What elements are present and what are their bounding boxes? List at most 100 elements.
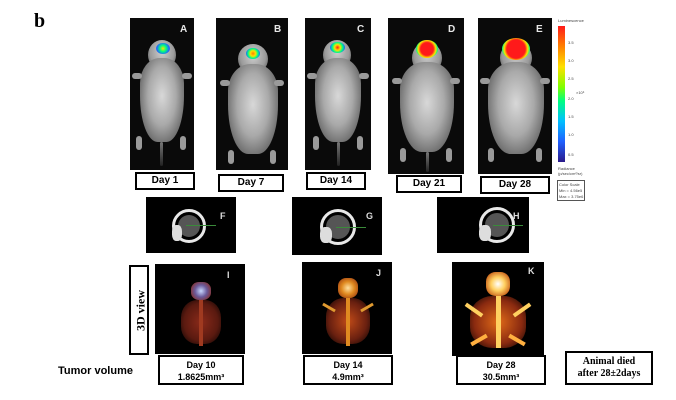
volume-day: Day 10 [186, 360, 216, 370]
colorbar-unit: ×10⁶ [576, 90, 585, 95]
volume-day: Day 14 [333, 360, 363, 370]
volume-box: Day 14 4.9mm³ [303, 355, 393, 385]
volume-box: Day 28 30.5mm³ [456, 355, 546, 385]
mouse-body [400, 62, 454, 152]
ct-jaw [320, 227, 332, 243]
tumor-volume-label: Tumor volume [58, 365, 133, 377]
mouse-limb [450, 78, 460, 84]
render-skull [338, 278, 358, 298]
bioluminescence-signal [156, 43, 170, 54]
day-label-box: Day 28 [480, 176, 550, 194]
colorbar-footer: (p/sec/cm²/sr) [558, 171, 583, 176]
bioluminescence-signal [416, 40, 438, 58]
panel-letter: J [376, 268, 382, 278]
mouse-limb [392, 78, 402, 84]
outcome-text: Animal died after 28±2days [577, 356, 641, 379]
bioluminescence-signal [502, 38, 530, 60]
ct-panel-g: G [292, 197, 382, 255]
render-spine [496, 296, 501, 348]
outcome-box: Animal died after 28±2days [565, 351, 653, 385]
panel-letter: K [528, 266, 535, 276]
view-label: 3D view [133, 290, 148, 331]
mouse-panel-d: D [388, 18, 464, 174]
panel-letter: A [180, 24, 188, 35]
mouse-panel-e: E [478, 18, 552, 174]
day-label-box: Day 7 [218, 174, 284, 192]
panel-letter: E [536, 24, 543, 35]
day-label-box: Day 1 [135, 172, 195, 190]
mouse-limb [132, 73, 142, 79]
volume-value: 30.5mm³ [482, 372, 520, 382]
mouse-limb [136, 136, 142, 150]
mouse-limb [357, 136, 363, 150]
colorbar-tick: 3.5 [568, 40, 574, 45]
panel-letter: F [220, 211, 226, 221]
mouse-limb [313, 136, 319, 150]
panel-letter: D [448, 24, 456, 35]
ct-marker [336, 227, 366, 228]
render-skull [191, 282, 211, 300]
panel-letter: B [274, 24, 282, 35]
mouse-limb [180, 136, 186, 150]
panel-letter: I [227, 270, 230, 280]
mouse-limb [540, 78, 550, 84]
panel-letter: G [366, 211, 374, 221]
mouse-tail [160, 142, 163, 166]
volume-day: Day 28 [486, 360, 516, 370]
figure-label: b [34, 10, 46, 32]
volume-box: Day 10 1.8625mm³ [158, 355, 244, 385]
colorbar-tick: 1.0 [568, 132, 574, 137]
colorbar-title: Luminescence [558, 18, 584, 23]
mouse-tail [337, 142, 340, 166]
colorbar-tick: 1.5 [568, 114, 574, 119]
mouse-limb [536, 148, 542, 162]
mouse-body [140, 58, 184, 142]
mouse-body [228, 64, 278, 154]
panel-letter: C [357, 24, 365, 35]
bioluminescence-signal [246, 48, 260, 59]
ct-marker [186, 225, 216, 226]
mouse-limb [220, 80, 230, 86]
mouse-limb [359, 73, 369, 79]
render-skull [486, 272, 510, 296]
mouse-panel-b: B [216, 18, 288, 170]
ct-marker [493, 225, 523, 226]
mouse-limb [182, 73, 192, 79]
colorbar-tick: 2.5 [568, 76, 574, 81]
ct-jaw [172, 225, 182, 241]
ct-panel-f: F [146, 197, 236, 253]
colorbar-gradient [558, 26, 565, 162]
colorbar-tick: 3.0 [568, 58, 574, 63]
mouse-panel-c: C [305, 18, 371, 170]
ct-jaw [479, 225, 491, 241]
view-label-box: 3D view [129, 265, 149, 355]
color-scale-text: Max = 3.75e6 [559, 194, 584, 199]
render-spine [199, 300, 203, 346]
mouse-limb [480, 78, 490, 84]
mouse-limb [270, 150, 276, 164]
mouse-limb [488, 148, 494, 162]
bioluminescence-signal [330, 42, 345, 53]
mouse-limb [274, 80, 284, 86]
volume-value: 1.8625mm³ [177, 372, 225, 382]
render-panel-j: J [302, 262, 392, 354]
mouse-limb [307, 73, 317, 79]
mouse-tail [426, 152, 429, 172]
day-label-box: Day 14 [306, 172, 366, 190]
colorbar-tick: 2.0 [568, 96, 574, 101]
color-scale-box: Color Scale Min = 4.56e5 Max = 3.75e6 [557, 180, 585, 201]
ct-brain [178, 215, 200, 237]
colorbar-footer: Radiance [558, 166, 575, 171]
color-scale-text: Min = 4.56e5 [559, 188, 583, 193]
mouse-limb [446, 148, 452, 162]
day-label-box: Day 21 [396, 175, 462, 193]
render-spine [346, 298, 350, 346]
mouse-limb [400, 148, 406, 162]
volume-value: 4.9mm³ [332, 372, 364, 382]
mouse-body [315, 58, 361, 142]
render-panel-i: I [155, 264, 245, 354]
color-scale-text: Color Scale [559, 182, 580, 187]
colorbar-tick: 0.5 [568, 152, 574, 157]
mouse-limb [228, 150, 234, 164]
panel-letter: H [513, 211, 520, 221]
